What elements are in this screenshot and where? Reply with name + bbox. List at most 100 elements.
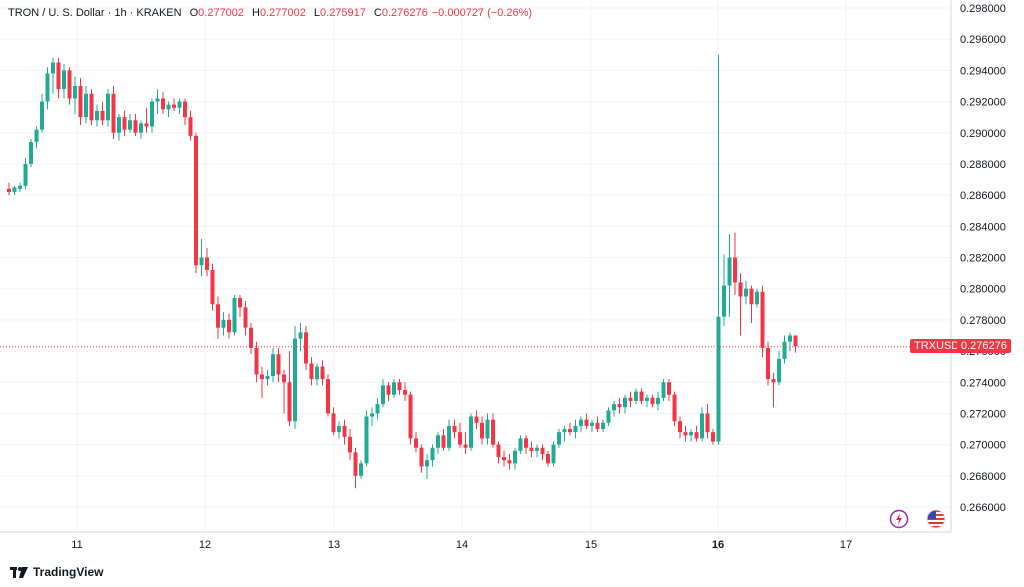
tradingview-logo[interactable]: TradingView: [10, 565, 103, 579]
open-label: O: [189, 7, 199, 19]
candle-body: [683, 432, 688, 436]
candle-body: [23, 163, 28, 186]
candle-body: [700, 413, 704, 439]
candle-body: [304, 332, 308, 364]
candle-body: [496, 444, 501, 458]
candle-body: [29, 142, 33, 164]
candle-body: [188, 117, 193, 136]
y-tick-label: 0.292000: [960, 97, 1006, 109]
candle-body: [452, 425, 457, 433]
tradingview-brand: TradingView: [33, 565, 104, 579]
candle-body: [463, 444, 468, 448]
us-flag-icon[interactable]: [926, 509, 946, 529]
candle-body: [287, 382, 292, 422]
candle-body: [568, 429, 572, 433]
candle-body: [650, 397, 655, 405]
candle-body: [656, 397, 660, 405]
candle-body: [73, 85, 77, 99]
y-tick-label: 0.266000: [960, 502, 1006, 514]
candle-body: [590, 422, 594, 426]
symbol-price-tag: TRXUSD: [910, 339, 964, 353]
y-tick-label: 0.286000: [960, 190, 1006, 202]
candle-body: [381, 385, 385, 405]
candle-body: [18, 185, 22, 189]
low-label: L: [313, 7, 321, 19]
candle-body: [128, 120, 132, 130]
candle-body: [579, 419, 583, 426]
candle-body: [56, 62, 61, 90]
candle-body: [106, 93, 110, 121]
x-tick-label: 14: [456, 539, 468, 551]
y-tick-label: 0.282000: [960, 253, 1006, 265]
candle-body: [238, 298, 242, 308]
candle-body: [337, 425, 341, 433]
candle-body: [573, 425, 578, 433]
candle-body: [507, 460, 512, 464]
candle-body: [293, 338, 297, 422]
candle-body: [150, 101, 154, 127]
candle-body: [793, 335, 798, 347]
candle-body: [348, 436, 352, 453]
candle-body: [425, 460, 429, 467]
candle-body: [51, 62, 55, 74]
candle-body: [524, 438, 528, 448]
candle-body: [315, 366, 319, 380]
low-value: 0.275917: [320, 7, 366, 19]
candle-body: [441, 435, 446, 448]
candle-body: [7, 188, 11, 193]
candle-body: [760, 291, 765, 348]
high-value: 0.277002: [260, 7, 306, 19]
candle-body: [232, 298, 237, 333]
candle-body: [122, 117, 127, 130]
candle-body: [672, 394, 677, 422]
lightning-icon[interactable]: [889, 509, 909, 529]
candle-body: [353, 452, 358, 476]
candle-body: [254, 347, 259, 375]
candle-body: [161, 98, 165, 110]
candle-body: [502, 457, 506, 461]
x-tick-label: 12: [199, 539, 211, 551]
candle-body: [689, 432, 693, 436]
candle-body: [243, 307, 248, 328]
candle-body: [628, 397, 633, 401]
candle-body: [364, 416, 369, 464]
y-tick-label: 0.278000: [960, 315, 1006, 327]
candle-body: [216, 304, 220, 328]
y-tick-label: 0.280000: [960, 284, 1006, 296]
candle-body: [34, 129, 39, 143]
candle-body: [551, 444, 556, 464]
price-axis: 0.298000 0.296000 0.294000 0.292000 0.290000…: [960, 3, 1006, 514]
candle-body: [95, 110, 99, 121]
candle-body: [766, 347, 770, 380]
candle-body: [359, 463, 363, 476]
candle-body: [540, 447, 545, 454]
symbol-label[interactable]: TRON / U. S. Dollar · 1h · KRAKEN: [8, 7, 182, 19]
candle-body: [738, 282, 743, 297]
candle-body: [601, 422, 605, 430]
candle-body: [265, 376, 270, 380]
candle-body: [172, 104, 176, 108]
candle-body: [271, 354, 275, 377]
y-tick-label: 0.288000: [960, 159, 1006, 171]
candle-body: [788, 335, 792, 342]
candle-body: [749, 288, 754, 305]
candle-body: [309, 363, 314, 380]
y-tick-label: 0.290000: [960, 128, 1006, 140]
candle-body: [733, 257, 737, 283]
candle-body: [678, 421, 682, 433]
candle-body: [89, 93, 94, 121]
candle-body: [260, 374, 264, 380]
candle-body: [634, 391, 638, 401]
candle-body: [414, 438, 418, 448]
candle-body: [623, 397, 627, 408]
candle-body: [755, 291, 759, 305]
candle-body: [177, 101, 182, 108]
candle-body: [722, 285, 726, 317]
candle-body: [667, 382, 671, 395]
candle-body: [205, 257, 209, 270]
y-tick-label: 0.270000: [960, 440, 1006, 452]
candle-body: [612, 404, 616, 411]
candle-body: [111, 93, 116, 133]
candle-body: [392, 382, 396, 395]
